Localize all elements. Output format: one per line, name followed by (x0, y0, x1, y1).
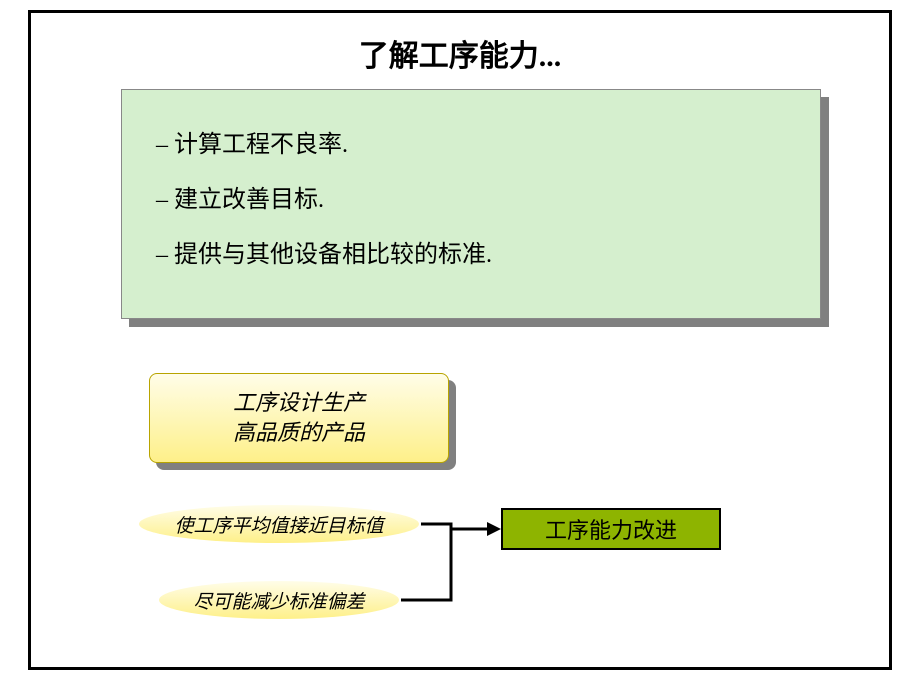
connector-bracket (401, 524, 451, 600)
connector-arrow-head (487, 522, 501, 536)
slide-frame: 了解工序能力... – 计算工程不良率. – 建立改善目标. – 提供与其他设备… (28, 10, 892, 670)
connector (31, 13, 895, 673)
